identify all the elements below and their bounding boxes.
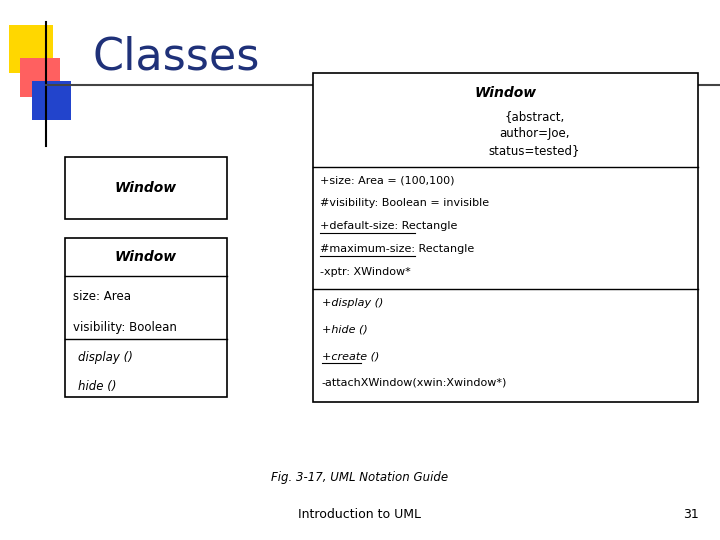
Text: Window: Window	[114, 250, 177, 264]
Text: 31: 31	[683, 508, 698, 521]
Text: Fig. 3-17, UML Notation Guide: Fig. 3-17, UML Notation Guide	[271, 471, 449, 484]
Text: Window: Window	[474, 86, 537, 100]
Text: Introduction to UML: Introduction to UML	[299, 508, 421, 521]
FancyBboxPatch shape	[65, 157, 227, 219]
Text: #visibility: Boolean = invisible: #visibility: Boolean = invisible	[320, 198, 490, 208]
Text: +size: Area = (100,100): +size: Area = (100,100)	[320, 175, 455, 185]
Text: hide (): hide ()	[78, 380, 116, 393]
Text: +create (): +create ()	[322, 351, 379, 361]
Text: display (): display ()	[78, 351, 132, 364]
Text: -attachXWindow(xwin:Xwindow*): -attachXWindow(xwin:Xwindow*)	[322, 377, 507, 388]
Text: Classes: Classes	[92, 35, 259, 78]
Text: +display (): +display ()	[322, 299, 383, 308]
FancyBboxPatch shape	[9, 25, 53, 73]
Text: {abstract,: {abstract,	[505, 110, 564, 123]
Text: #maximum-size: Rectangle: #maximum-size: Rectangle	[320, 244, 474, 254]
FancyBboxPatch shape	[32, 81, 71, 120]
Text: -xptr: XWindow*: -xptr: XWindow*	[320, 267, 411, 276]
Text: status=tested}: status=tested}	[489, 144, 580, 157]
Text: visibility: Boolean: visibility: Boolean	[73, 321, 177, 334]
Text: +default-size: Rectangle: +default-size: Rectangle	[320, 221, 458, 231]
Text: Window: Window	[114, 181, 177, 194]
FancyBboxPatch shape	[20, 58, 60, 97]
Text: size: Area: size: Area	[73, 290, 132, 303]
FancyBboxPatch shape	[65, 238, 227, 397]
FancyBboxPatch shape	[313, 73, 698, 402]
Text: author=Joe,: author=Joe,	[500, 127, 570, 140]
Text: +hide (): +hide ()	[322, 325, 368, 335]
